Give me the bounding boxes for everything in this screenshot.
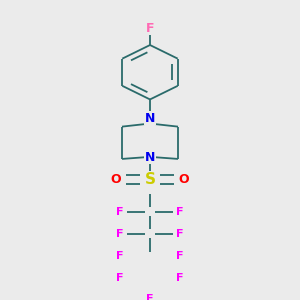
Text: N: N — [145, 151, 155, 164]
Text: O: O — [111, 173, 121, 186]
Text: F: F — [146, 294, 154, 300]
Text: S: S — [145, 172, 155, 187]
Text: O: O — [179, 173, 189, 186]
Text: F: F — [176, 207, 184, 217]
Text: N: N — [145, 112, 155, 124]
Text: F: F — [116, 251, 124, 261]
Text: F: F — [176, 229, 184, 239]
Text: F: F — [116, 229, 124, 239]
Text: F: F — [146, 22, 154, 34]
Text: F: F — [176, 273, 184, 283]
Text: F: F — [116, 273, 124, 283]
Text: F: F — [176, 251, 184, 261]
Text: F: F — [116, 207, 124, 217]
